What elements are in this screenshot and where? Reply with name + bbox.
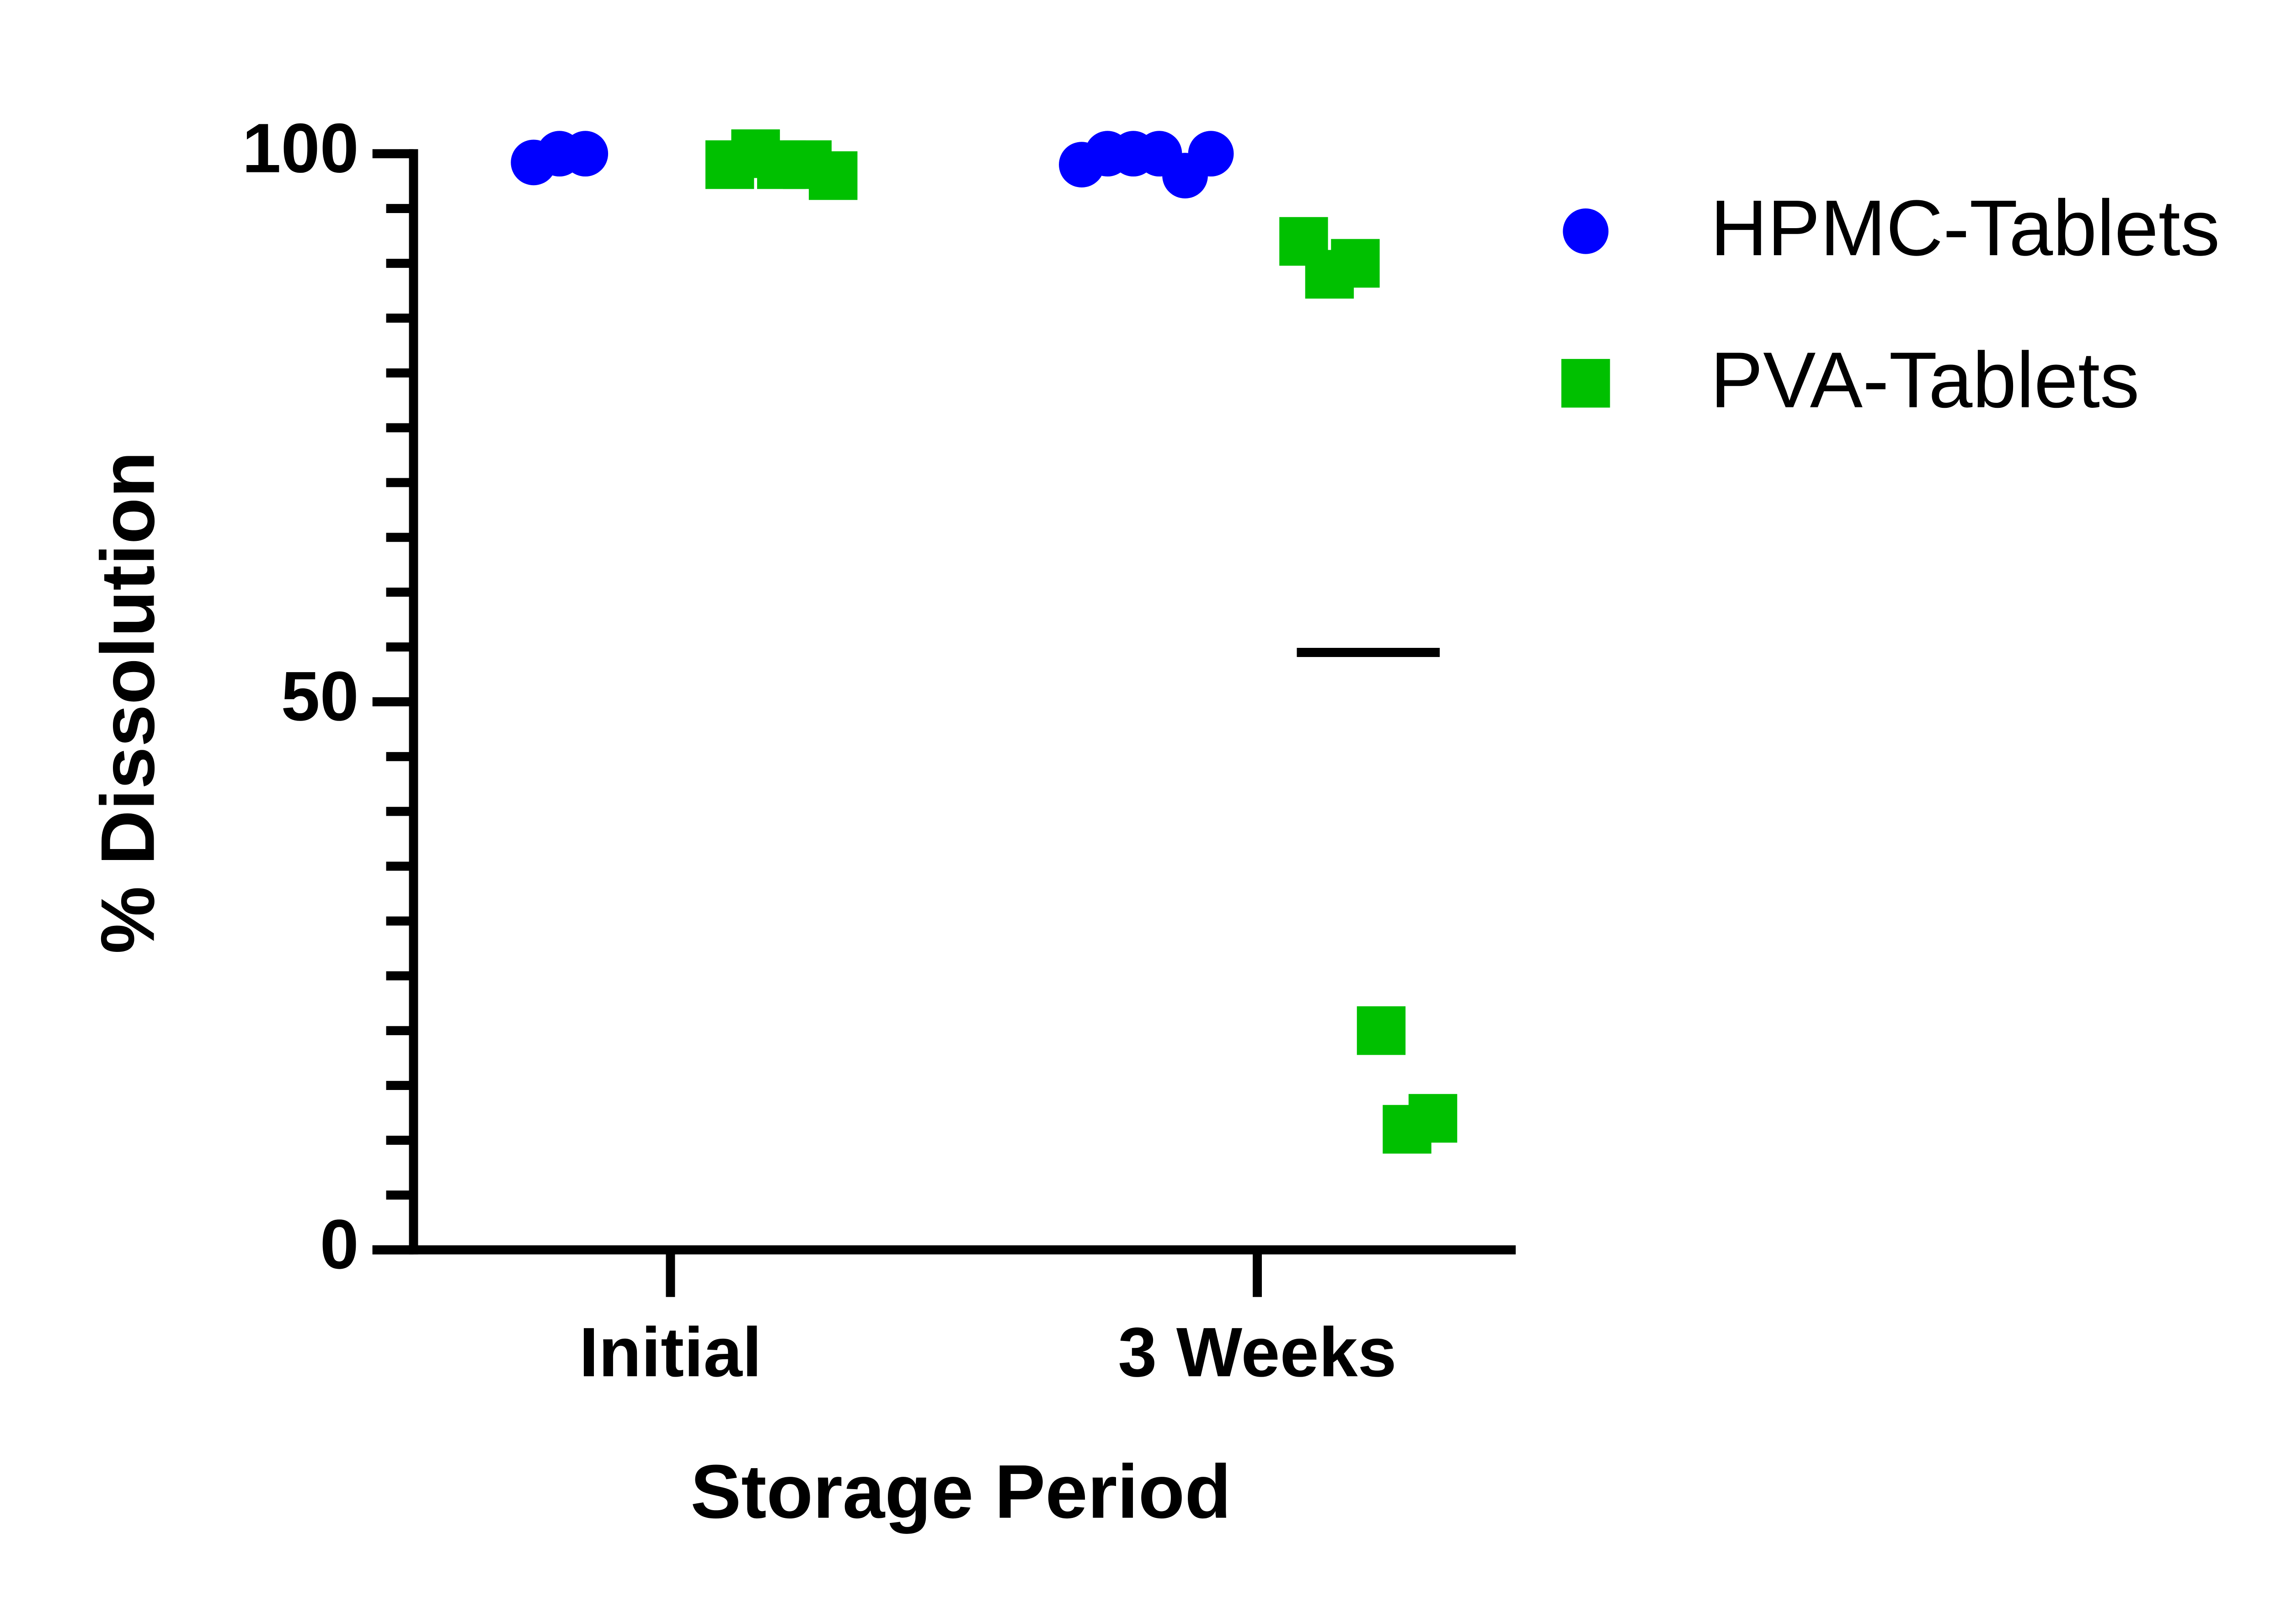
y-axis-title: % Dissolution (85, 451, 171, 954)
data-point (1331, 239, 1380, 288)
legend-label: HPMC-Tablets (1710, 183, 2220, 272)
x-tick-label: Initial (579, 1314, 762, 1391)
data-point (809, 151, 858, 200)
data-point (562, 131, 609, 177)
data-point (1357, 1006, 1406, 1055)
legend-marker (1563, 208, 1609, 254)
data-point (1188, 131, 1234, 177)
x-axis-title: Storage Period (690, 1449, 1231, 1534)
y-tick-label: 50 (281, 657, 359, 735)
y-tick-label: 0 (320, 1206, 359, 1283)
legend-label: PVA-Tablets (1710, 336, 2140, 424)
y-tick-label: 100 (242, 110, 359, 187)
x-tick-label: 3 Weeks (1118, 1314, 1396, 1391)
legend-marker (1561, 359, 1610, 408)
data-point (1408, 1094, 1458, 1143)
